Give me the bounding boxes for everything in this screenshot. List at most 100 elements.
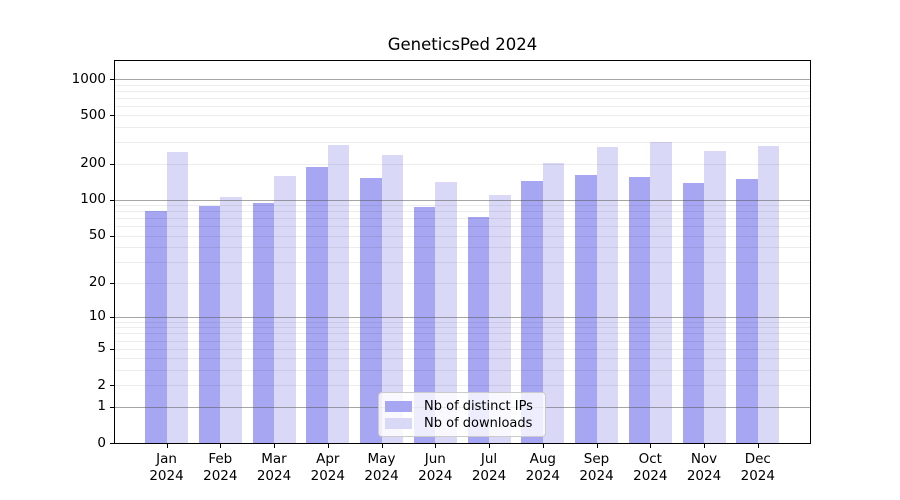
gridline-minor	[115, 235, 810, 237]
x-tick-label: Aug 2024	[503, 451, 583, 485]
bar-distinct-ips-nov-2024	[682, 183, 704, 443]
y-tick-label: 500	[80, 106, 106, 123]
y-tick-mark	[110, 348, 114, 350]
bar-downloads-jun-2024	[435, 182, 457, 443]
bar-distinct-ips-apr-2024	[306, 166, 328, 443]
bar-downloads-apr-2024	[327, 145, 350, 443]
x-tick-label-month: Jan	[156, 451, 177, 467]
x-tick-label: Jun 2024	[395, 451, 475, 485]
x-tick-label-year: 2024	[418, 468, 453, 484]
y-tick-label: 0	[97, 434, 106, 451]
x-tick-label-year: 2024	[740, 468, 775, 484]
y-tick-label: 1000	[71, 70, 106, 87]
x-tick-label: Sep 2024	[557, 451, 637, 485]
y-tick-mark	[110, 163, 114, 165]
x-tick-label-month: Oct	[638, 451, 662, 467]
gridline-minor	[115, 333, 810, 335]
gridline-major	[115, 79, 810, 80]
x-tick-label-month: May	[367, 451, 396, 467]
y-tick-mark	[110, 199, 114, 201]
legend-label-downloads: Nb of downloads	[424, 416, 533, 431]
bar-distinct-ips-mar-2024	[252, 202, 274, 443]
bar-distinct-ips-jul-2024	[467, 216, 489, 443]
bar-downloads-feb-2024	[220, 197, 242, 443]
x-tick-mark	[435, 444, 437, 448]
legend-item-downloads: Nb of downloads	[385, 415, 538, 432]
y-tick-mark	[110, 282, 114, 284]
bar-downloads-nov-2024	[704, 150, 726, 443]
gridline-minor	[115, 385, 810, 387]
x-tick-label: May 2024	[342, 451, 422, 485]
gridline-minor	[115, 205, 810, 207]
x-tick-label-year: 2024	[471, 468, 507, 484]
y-tick-label: 20	[88, 274, 106, 291]
x-tick-label: Oct 2024	[610, 451, 690, 485]
gridline-major	[115, 316, 810, 318]
x-tick-mark	[542, 444, 544, 448]
gridline-minor	[115, 226, 810, 228]
bar-distinct-ips-may-2024	[360, 178, 382, 443]
x-tick-label-month: Jun	[424, 451, 446, 467]
x-tick-label: Apr 2024	[288, 451, 368, 485]
x-tick-label-year: 2024	[686, 468, 722, 484]
x-tick-label-month: Jul	[480, 451, 498, 467]
gridline-minor	[115, 262, 810, 264]
x-tick-label-month: Sep	[583, 451, 610, 467]
x-tick-label-year: 2024	[310, 468, 345, 484]
bar-downloads-mar-2024	[274, 175, 296, 443]
gridline-minor	[115, 163, 810, 165]
x-tick-label-year: 2024	[579, 468, 614, 484]
y-tick-label: 10	[88, 308, 106, 325]
y-tick-label: 50	[88, 227, 106, 244]
bar-downloads-may-2024	[381, 155, 403, 443]
x-tick-label-month: Feb	[208, 451, 233, 467]
x-tick-mark	[327, 444, 329, 448]
x-tick-mark	[274, 444, 275, 448]
gridline-minor	[115, 127, 810, 129]
x-tick-label-year: 2024	[203, 468, 238, 484]
x-tick-label: Feb 2024	[180, 451, 260, 485]
x-tick-mark	[166, 444, 168, 448]
bar-downloads-dec-2024	[757, 145, 780, 443]
x-tick-mark	[650, 444, 652, 448]
y-tick-label: 200	[80, 155, 106, 172]
x-tick-mark	[757, 444, 759, 448]
x-tick-label-month: Mar	[261, 451, 287, 467]
gridline-minor	[115, 247, 810, 249]
legend-swatch-downloads	[385, 418, 412, 429]
legend: Nb of distinct IPs Nb of downloads	[378, 392, 546, 437]
x-tick-label: Jan 2024	[127, 451, 207, 485]
bar-distinct-ips-jan-2024	[145, 211, 167, 443]
bar-downloads-jul-2024	[489, 194, 511, 443]
bar-downloads-aug-2024	[542, 163, 565, 443]
y-tick-mark	[110, 406, 114, 408]
bar-distinct-ips-oct-2024	[628, 176, 651, 443]
gridline-minor	[115, 370, 810, 371]
x-tick-label: Jul 2024	[449, 451, 529, 485]
y-tick-mark	[110, 115, 114, 117]
x-tick-mark	[220, 444, 222, 448]
gridline-minor	[115, 282, 810, 284]
legend-label-distinct-ips: Nb of distinct IPs	[424, 399, 533, 414]
chart-title: GeneticsPed 2024	[387, 35, 538, 54]
bar-distinct-ips-sep-2024	[575, 174, 597, 443]
legend-swatch-distinct-ips	[385, 401, 412, 412]
y-tick-label: 5	[97, 340, 106, 357]
bar-distinct-ips-aug-2024	[521, 181, 543, 443]
y-tick-mark	[110, 235, 114, 237]
x-tick-label-year: 2024	[256, 468, 292, 484]
y-tick-mark	[110, 443, 114, 444]
gridline-minor	[115, 218, 810, 220]
gridline-minor	[115, 211, 810, 213]
gridline-minor	[115, 348, 810, 350]
x-tick-label: Dec 2024	[718, 451, 798, 485]
y-tick-label: 1	[97, 398, 106, 414]
x-tick-label-year: 2024	[633, 468, 668, 484]
x-tick-mark	[596, 444, 598, 448]
bar-downloads-jan-2024	[166, 151, 188, 443]
y-tick-mark	[110, 79, 114, 80]
x-tick-mark	[704, 444, 705, 448]
bar-distinct-ips-jun-2024	[413, 207, 436, 443]
bar-distinct-ips-feb-2024	[198, 205, 221, 443]
